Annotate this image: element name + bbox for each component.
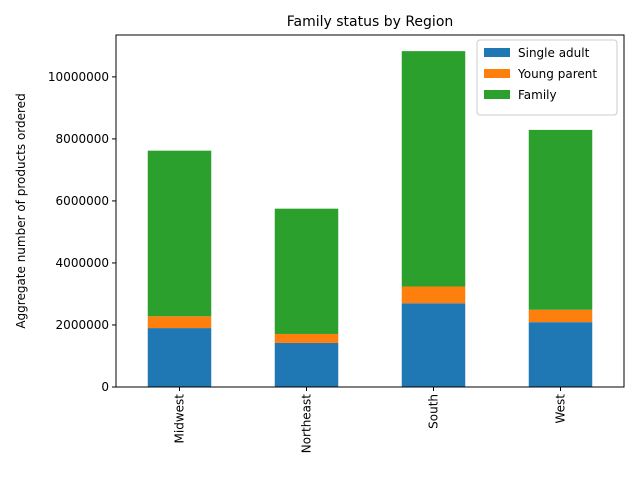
x-tick-label-south: South — [427, 394, 441, 429]
bar-midwest-single-adult — [147, 328, 212, 387]
bar-south-single-adult — [401, 303, 466, 387]
bar-west-single-adult — [528, 322, 593, 387]
y-axis-label: Aggregate number of products ordered — [14, 93, 28, 328]
y-axis: 0 2000000 4000000 6000000 8000000 10000000 — [48, 70, 116, 394]
bar-midwest-young-parent — [147, 316, 212, 329]
y-tick-label: 4000000 — [56, 256, 109, 270]
legend-box — [476, 39, 618, 116]
bar-northeast-single-adult — [274, 342, 339, 387]
legend-label-single-adult: Single adult — [518, 46, 590, 60]
plot-area-frame — [115, 34, 625, 388]
x-tick-label-northeast: Northeast — [300, 394, 314, 454]
bar-south-young-parent — [401, 286, 466, 304]
bar-south-family — [401, 51, 466, 287]
bars-layer — [147, 51, 593, 387]
bar-midwest-family — [147, 150, 212, 317]
legend-swatch-single-adult — [484, 48, 510, 57]
bar-west-young-parent — [528, 309, 593, 323]
bar-west-family — [528, 129, 593, 310]
bar-northeast-young-parent — [274, 333, 339, 343]
chart-title: Family status by Region — [287, 14, 454, 30]
legend-swatch-young-parent — [484, 69, 510, 78]
x-axis: Midwest Northeast South West — [173, 387, 568, 453]
y-tick-label: 10000000 — [48, 70, 109, 84]
legend-label-young-parent: Young parent — [517, 67, 597, 81]
x-tick-label-midwest: Midwest — [173, 394, 187, 444]
y-tick-label: 0 — [101, 380, 109, 394]
legend-label-family: Family — [518, 88, 557, 102]
x-tick-label-west: West — [554, 394, 568, 424]
bar-northeast-family — [274, 208, 339, 334]
y-tick-label: 8000000 — [56, 132, 109, 146]
legend: Single adult Young parent Family — [476, 39, 618, 116]
y-tick-label: 2000000 — [56, 318, 109, 332]
y-tick-label: 6000000 — [56, 194, 109, 208]
legend-swatch-family — [484, 90, 510, 99]
